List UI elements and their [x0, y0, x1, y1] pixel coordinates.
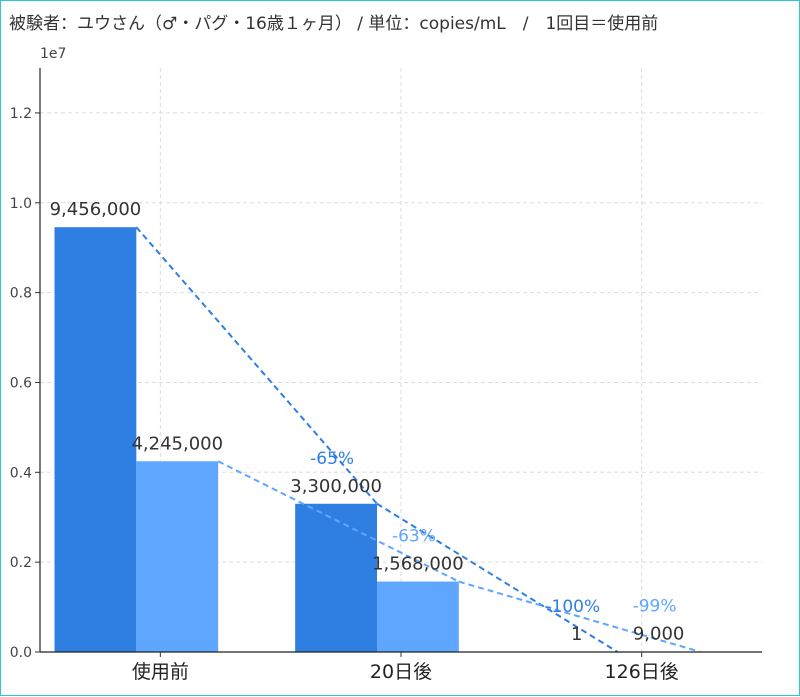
bar: [55, 227, 137, 652]
value-label: 9,456,000: [50, 199, 142, 220]
y-offset-label: 1e7: [40, 46, 66, 62]
y-tick-label: 0.4: [10, 465, 32, 481]
value-label: 1,568,000: [372, 554, 464, 575]
value-label: 9,000: [633, 624, 685, 645]
x-tick-label: 使用前: [132, 661, 189, 683]
y-tick-label: 0.0: [10, 645, 32, 661]
change-label: -100%: [545, 597, 600, 617]
value-label: 1: [571, 624, 582, 645]
y-tick-label: 1.0: [10, 196, 32, 212]
bar: [377, 582, 459, 652]
x-tick-label: 20日後: [370, 661, 432, 683]
x-tick-label: 126日後: [605, 661, 679, 683]
change-label: -99%: [633, 597, 677, 617]
bar: [136, 461, 218, 652]
bar: [295, 504, 377, 652]
y-tick-label: 0.8: [10, 286, 32, 302]
value-label: 3,300,000: [290, 476, 382, 497]
y-tick-label: 1.2: [10, 106, 32, 122]
y-tick-label: 0.2: [10, 555, 32, 571]
y-tick-label: 0.6: [10, 375, 32, 391]
change-label: -63%: [392, 527, 436, 547]
change-label: -65%: [310, 449, 354, 469]
value-label: 4,245,000: [131, 433, 223, 454]
